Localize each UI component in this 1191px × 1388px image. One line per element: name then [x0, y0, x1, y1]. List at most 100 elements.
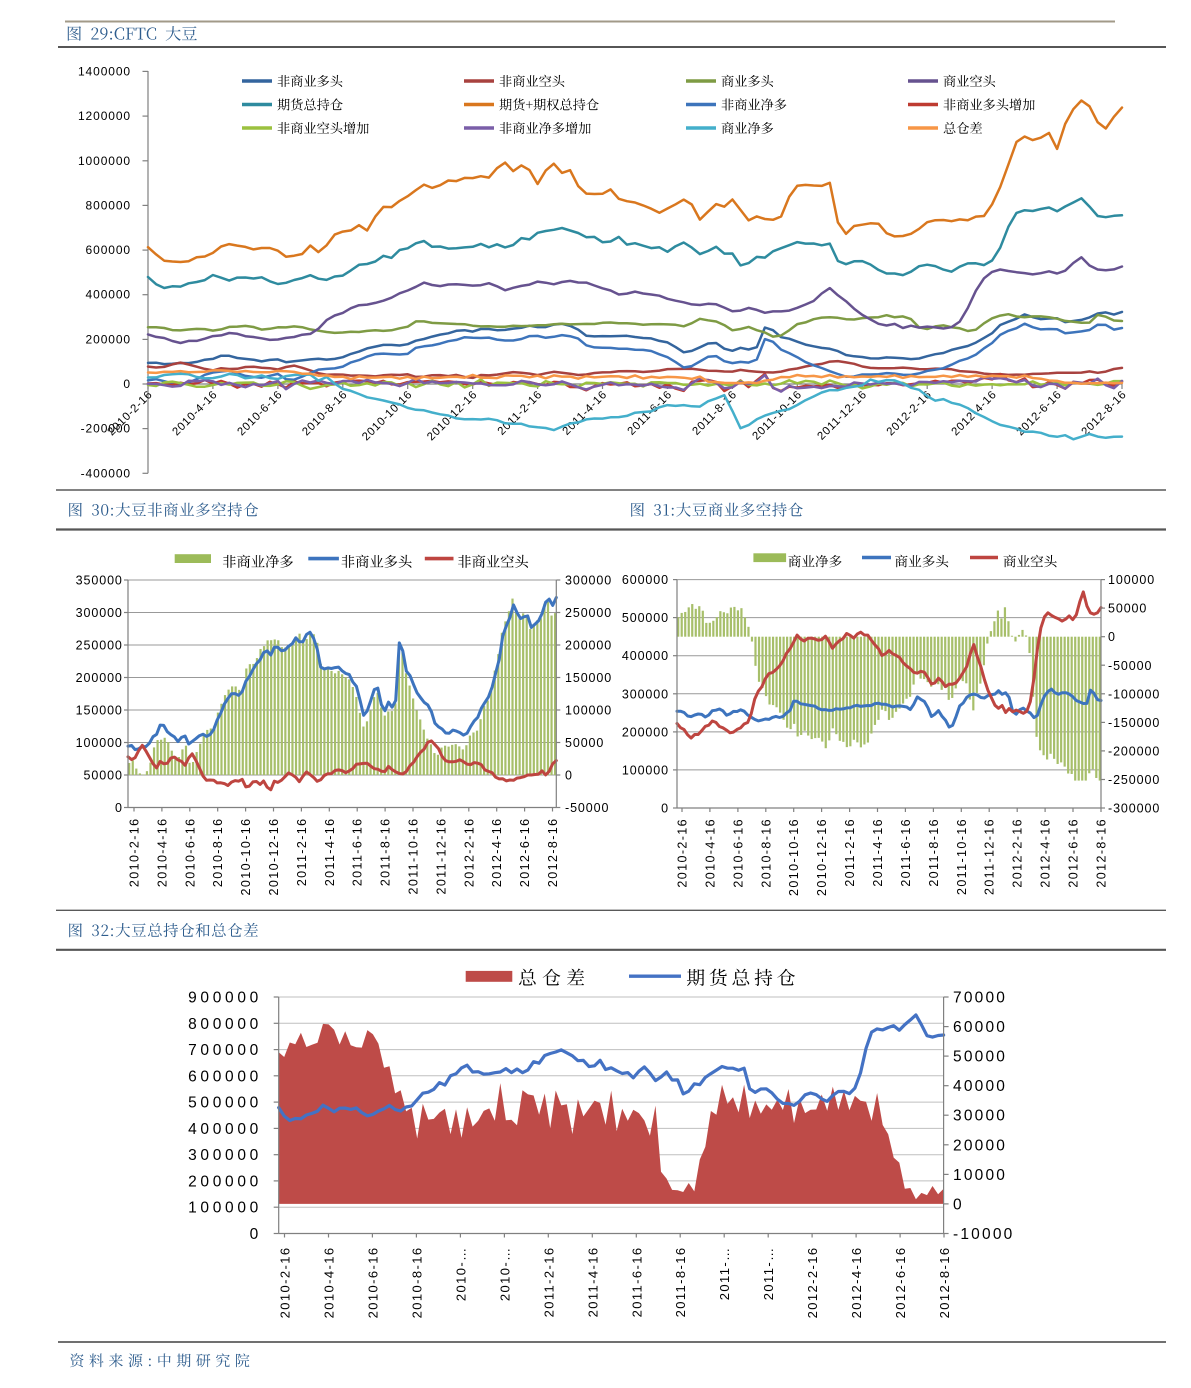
svg-text:2010-10-16: 2010-10-16: [239, 818, 253, 896]
svg-text:900000: 900000: [188, 990, 262, 1007]
svg-text:2010-12-16: 2010-12-16: [267, 818, 281, 896]
svg-text:150000: 150000: [76, 704, 123, 718]
svg-text:400000: 400000: [622, 649, 669, 663]
svg-text:2010-8-16: 2010-8-16: [211, 818, 225, 888]
svg-text:2012-6-16: 2012-6-16: [518, 818, 532, 888]
svg-text:2010-8-16: 2010-8-16: [300, 389, 350, 439]
svg-text:50000: 50000: [84, 769, 123, 783]
svg-text:30000: 30000: [953, 1108, 1007, 1125]
svg-text:0: 0: [1108, 630, 1116, 644]
svg-text:2011-4-16: 2011-4-16: [871, 818, 885, 887]
svg-text:2011-2-16: 2011-2-16: [496, 389, 545, 438]
svg-text:2012-4-16: 2012-4-16: [849, 1247, 864, 1319]
svg-text:2010-6-16: 2010-6-16: [235, 389, 285, 439]
svg-text:2010-8-16: 2010-8-16: [409, 1247, 424, 1319]
svg-text:2012-4-16: 2012-4-16: [490, 818, 504, 888]
svg-text:20000: 20000: [953, 1137, 1007, 1154]
svg-text:2011-12-16: 2011-12-16: [434, 818, 448, 895]
svg-text:400000: 400000: [86, 288, 131, 302]
svg-text:300000: 300000: [76, 606, 123, 620]
svg-text:250000: 250000: [565, 606, 612, 620]
svg-text:2011-10-16: 2011-10-16: [955, 818, 969, 895]
svg-text:800000: 800000: [188, 1016, 262, 1033]
svg-text:2011-4-16: 2011-4-16: [561, 389, 610, 438]
svg-text:2010-4-16: 2010-4-16: [322, 1247, 337, 1319]
svg-text:-300000: -300000: [1108, 802, 1160, 816]
svg-text:200000: 200000: [76, 671, 123, 685]
svg-text:2010-2-16: 2010-2-16: [278, 1247, 293, 1319]
svg-text:-200000: -200000: [81, 422, 131, 436]
svg-text:2012-8-16: 2012-8-16: [937, 1247, 952, 1319]
svg-text:2010-6-16: 2010-6-16: [183, 818, 197, 888]
svg-text:0: 0: [115, 801, 123, 815]
svg-text:100000: 100000: [1108, 573, 1155, 587]
svg-text:2011-10-16: 2011-10-16: [407, 818, 421, 895]
svg-text:1400000: 1400000: [78, 64, 131, 78]
svg-text:800000: 800000: [86, 198, 131, 212]
svg-text:60000: 60000: [953, 1019, 1007, 1036]
svg-text:2011-2-16: 2011-2-16: [843, 818, 857, 887]
svg-text:0: 0: [953, 1196, 964, 1213]
svg-text:2011-…: 2011-…: [761, 1247, 776, 1301]
svg-text:150000: 150000: [565, 671, 612, 685]
svg-text:2010-12-16: 2010-12-16: [815, 818, 829, 896]
svg-text:50000: 50000: [565, 736, 604, 750]
svg-text:2012-8-16: 2012-8-16: [546, 818, 560, 888]
svg-text:-250000: -250000: [1108, 773, 1160, 787]
svg-text:2011-4-16: 2011-4-16: [585, 1247, 600, 1318]
svg-text:2011-6-16: 2011-6-16: [899, 818, 913, 887]
svg-text:500000: 500000: [622, 611, 669, 625]
svg-text:2012-8-16: 2012-8-16: [1095, 818, 1109, 888]
svg-text:2011-2-16: 2011-2-16: [541, 1247, 556, 1318]
svg-text:2010-4-16: 2010-4-16: [170, 389, 220, 439]
svg-text:40000: 40000: [953, 1078, 1007, 1095]
svg-text:100000: 100000: [622, 763, 669, 777]
svg-text:100000: 100000: [565, 704, 612, 718]
svg-text:2011-6-16: 2011-6-16: [351, 818, 365, 887]
svg-text:2010-4-16: 2010-4-16: [155, 818, 169, 888]
svg-text:700000: 700000: [188, 1042, 262, 1059]
svg-text:10000: 10000: [953, 1167, 1007, 1184]
svg-text:250000: 250000: [76, 639, 123, 653]
svg-text:2011-…: 2011-…: [717, 1247, 732, 1301]
svg-text:0: 0: [250, 1226, 262, 1243]
svg-text:50000: 50000: [953, 1049, 1007, 1066]
svg-text:2010-…: 2010-…: [497, 1247, 512, 1302]
svg-text:600000: 600000: [86, 243, 131, 257]
svg-text:-50000: -50000: [1108, 659, 1152, 673]
svg-text:2011-8-16: 2011-8-16: [379, 818, 393, 887]
svg-text:2012-2-16: 2012-2-16: [805, 1247, 820, 1319]
svg-text:2012-2-16: 2012-2-16: [1011, 818, 1025, 888]
svg-text:-100000: -100000: [1108, 687, 1160, 701]
svg-text:2011-2-16: 2011-2-16: [295, 818, 309, 887]
svg-text:300000: 300000: [188, 1147, 262, 1164]
svg-text:1200000: 1200000: [78, 109, 131, 123]
svg-text:-400000: -400000: [81, 466, 131, 480]
svg-text:-50000: -50000: [565, 801, 609, 815]
svg-text:2010-6-16: 2010-6-16: [365, 1247, 380, 1319]
svg-text:100000: 100000: [188, 1200, 262, 1217]
svg-text:2011-12-16: 2011-12-16: [983, 818, 997, 895]
svg-text:2010-…: 2010-…: [453, 1247, 468, 1302]
svg-text:0: 0: [123, 377, 131, 391]
svg-text:600000: 600000: [622, 573, 669, 587]
svg-text:300000: 300000: [622, 687, 669, 701]
svg-text:2010-2-16: 2010-2-16: [676, 818, 690, 888]
svg-text:350000: 350000: [76, 574, 123, 588]
svg-text:2011-8-16: 2011-8-16: [673, 1247, 688, 1318]
svg-text:2011-4-16: 2011-4-16: [323, 818, 337, 887]
svg-text:200000: 200000: [188, 1173, 262, 1190]
svg-text:0: 0: [565, 769, 573, 783]
svg-text:2012-2-16: 2012-2-16: [462, 818, 476, 888]
svg-text:1000000: 1000000: [78, 154, 131, 168]
svg-text:2011-6-16: 2011-6-16: [629, 1247, 644, 1318]
svg-text:2010-4-16: 2010-4-16: [703, 818, 717, 888]
svg-text:2011-10-16: 2011-10-16: [750, 389, 804, 443]
svg-text:200000: 200000: [565, 639, 612, 653]
svg-text:-10000: -10000: [953, 1226, 1014, 1243]
svg-text:-150000: -150000: [1108, 716, 1160, 730]
svg-text:2010-6-16: 2010-6-16: [731, 818, 745, 888]
svg-text:2012-4-16: 2012-4-16: [1039, 818, 1053, 888]
svg-text:-200000: -200000: [1108, 744, 1160, 758]
svg-text:2012-6-16: 2012-6-16: [893, 1247, 908, 1319]
